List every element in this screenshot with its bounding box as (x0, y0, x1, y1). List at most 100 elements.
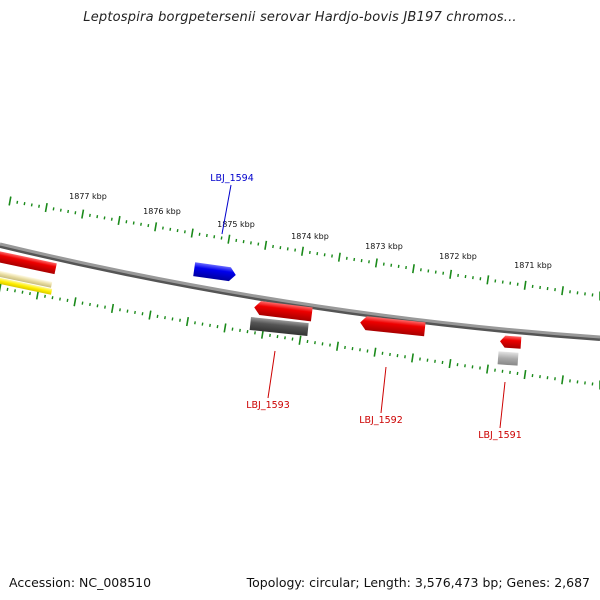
outer-tick-major (8, 196, 12, 206)
inner-tick-minor (171, 317, 174, 321)
inner-tick-minor (201, 322, 204, 326)
inner-tick-minor (104, 305, 106, 309)
outer-tick-major (374, 258, 378, 268)
tick-label: 1871 kbp (514, 261, 552, 270)
outer-tick-minor (140, 222, 142, 226)
inner-tick-major (486, 364, 489, 374)
leader-lbj-1592 (380, 366, 387, 414)
inner-tick-minor (51, 296, 54, 300)
outer-tick-minor (16, 200, 19, 204)
outer-tick-major (523, 280, 527, 290)
outer-tick-minor (38, 204, 40, 208)
outer-tick-major (264, 240, 268, 250)
inner-tick-minor (134, 310, 136, 315)
inner-tick-minor (119, 308, 121, 312)
outer-tick-minor (30, 203, 33, 207)
inner-tick-minor (29, 291, 31, 296)
outer-tick-major (561, 286, 564, 296)
inner-tick-major (0, 283, 2, 293)
inner-tick-major (148, 310, 152, 320)
genome-backbone (0, 242, 600, 339)
outer-tick-minor (110, 217, 113, 221)
inner-tick-minor (44, 294, 46, 298)
label-lbj-1591[interactable]: LBJ_1591 (478, 430, 522, 441)
outer-tick-minor (161, 226, 164, 230)
inner-tick-minor (59, 297, 61, 301)
feature-left-yellow (0, 276, 53, 295)
tick-label: 1876 kbp (143, 207, 181, 216)
gene-lbj-1594[interactable] (193, 262, 237, 282)
inner-tick-minor (194, 321, 196, 325)
outer-tick-minor (96, 215, 99, 219)
outer-tick-major (300, 246, 305, 256)
accession-text: Accession: NC_008510 (9, 575, 152, 590)
inner-tick-minor (209, 323, 211, 327)
outer-tick-minor (103, 216, 106, 220)
tick-label-group: 1877 kbp 1876 kbp 1875 kbp 1874 kbp 1873 kbp… (69, 192, 552, 270)
leader-lbj-1591 (499, 381, 506, 429)
inner-tick-minor (126, 309, 129, 313)
label-lbj-1593[interactable]: LBJ_1593 (246, 400, 290, 411)
inner-tick-minor (96, 304, 99, 308)
inner-tick-major (523, 369, 527, 380)
outer-tick-major (449, 269, 453, 279)
inner-tick-major (73, 297, 77, 307)
feature-gray-under-1593 (249, 317, 309, 337)
tick-label: 1877 kbp (69, 192, 107, 201)
outer-tick-minor (88, 213, 91, 217)
genome-summary-text: Topology: circular; Length: 3,576,473 bp… (246, 575, 590, 590)
gene-lbj-1591[interactable] (500, 335, 522, 349)
outer-tick-minor (176, 228, 179, 233)
outer-tick-minor (52, 207, 55, 211)
outer-tick-major (486, 275, 490, 285)
gene-lbj-1592[interactable] (359, 316, 426, 337)
outer-tick-major (227, 234, 231, 244)
outer-tick-minor (125, 220, 128, 224)
outer-tick-minor (67, 209, 70, 214)
leader-lbj-1593 (267, 350, 276, 399)
label-lbj-1594[interactable]: LBJ_1594 (210, 173, 254, 184)
inner-tick-major (298, 335, 302, 345)
inner-tick-minor (6, 287, 9, 292)
inner-tick-minor (81, 301, 84, 305)
inner-tick-minor (141, 312, 144, 316)
outer-tick-major (117, 215, 121, 226)
outer-tick-major (44, 203, 48, 213)
inner-tick-minor (164, 316, 166, 320)
outer-tick-track (8, 196, 600, 301)
map-title: Leptospira borgpetersenii serovar Hardjo… (83, 10, 517, 25)
outer-tick-minor (147, 223, 150, 228)
inner-tick-major (185, 316, 190, 327)
inner-tick-minor (179, 318, 181, 322)
outer-tick-major (412, 264, 415, 274)
tick-label: 1872 kbp (439, 252, 477, 261)
backbone-shadow (0, 244, 600, 341)
outer-tick-minor (169, 227, 172, 231)
tick-label: 1873 kbp (365, 242, 403, 251)
outer-tick-minor (132, 221, 135, 225)
outer-tick-minor (74, 211, 77, 215)
inner-tick-major (373, 347, 377, 357)
inner-tick-minor (156, 314, 159, 318)
inner-tick-minor (66, 298, 69, 303)
inner-tick-minor (89, 302, 91, 307)
inner-tick-major (448, 358, 452, 369)
inner-tick-major (110, 303, 115, 314)
inner-tick-major (223, 323, 227, 333)
inner-tick-minor (21, 290, 24, 294)
outer-tick-major (190, 228, 194, 238)
feature-left-tan (0, 269, 53, 288)
inner-tick-major (411, 353, 414, 363)
feature-lightgray-under-1591 (497, 351, 519, 366)
gene-lbj-1593[interactable] (253, 300, 313, 322)
tick-label: 1874 kbp (291, 232, 329, 241)
inner-tick-minor (14, 289, 16, 293)
outer-tick-minor (59, 208, 62, 212)
label-lbj-1592[interactable]: LBJ_1592 (359, 415, 403, 426)
feature-left-red (0, 250, 57, 275)
outer-tick-major (81, 209, 85, 219)
leader-lbj-1594 (221, 184, 232, 235)
tick-label: 1875 kbp (217, 220, 255, 229)
outer-tick-major (337, 252, 341, 262)
